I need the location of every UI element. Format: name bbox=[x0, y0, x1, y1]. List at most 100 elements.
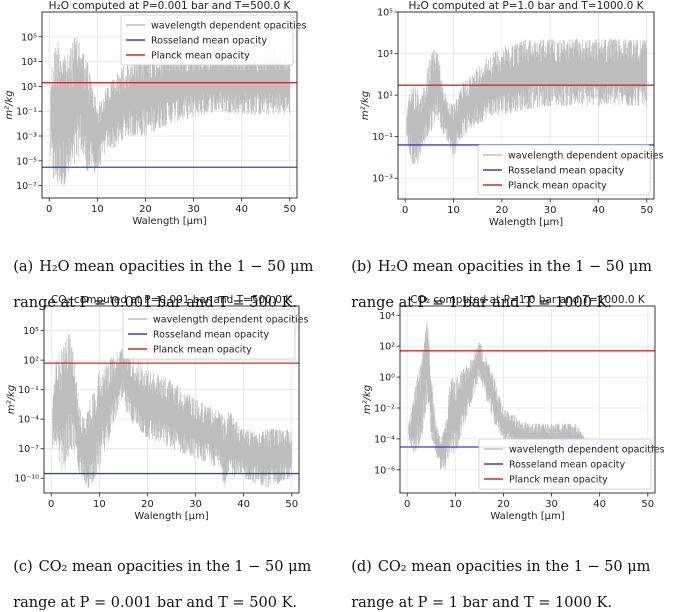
y-tick-label-5: 10⁻⁵ bbox=[16, 156, 37, 167]
x-tick-label-4: 40 bbox=[235, 204, 248, 215]
legend-label-planck-2: Planck mean opacity bbox=[153, 345, 252, 356]
y-tick-label-1: 10² bbox=[23, 356, 39, 367]
y-tick-label-4: 10⁻⁷ bbox=[18, 444, 39, 455]
legend-label-planck-3: Planck mean opacity bbox=[509, 475, 608, 486]
chart-panel-0: 0 10 20 30 40 50 10⁵ 10³ 10¹ 10⁻¹ 10⁻³ 10⁻⁵ 10⁻⁷ H₂O … bbox=[4, 0, 307, 227]
y-tick-label-2: 10⁰ bbox=[379, 373, 395, 384]
y-tick-label-2: 10¹ bbox=[377, 91, 393, 102]
y-tick-label-1: 10³ bbox=[377, 49, 393, 60]
x-tick-label-1: 10 bbox=[449, 499, 462, 510]
legend-label-wavelength-1: wavelength dependent opacities bbox=[508, 151, 664, 162]
y-tick-label-5: 10⁻¹⁰ bbox=[14, 474, 39, 485]
legend-label-rosseland-2: Rosseland mean opacity bbox=[153, 330, 269, 341]
legend-label-wavelength-0: wavelength dependent opacities bbox=[151, 21, 307, 32]
y-axis-label-1: m²/kg bbox=[360, 91, 371, 120]
legend-label-wavelength-3: wavelength dependent opacities bbox=[509, 445, 665, 456]
legend-label-rosseland-0: Rosseland mean opacity bbox=[151, 36, 267, 47]
legend-2: wavelength dependent opacities Rosseland … bbox=[122, 308, 309, 360]
figure-canvas: 0 10 20 30 40 50 10⁵ 10³ 10¹ 10⁻¹ 10⁻³ 10⁻⁵ 10⁻⁷ H₂O … bbox=[4, 0, 665, 522]
x-tick-label-3: 30 bbox=[187, 204, 200, 215]
x-axis-label-3: Walength [μm] bbox=[490, 511, 564, 522]
x-tick-label-3: 30 bbox=[544, 205, 557, 216]
series-wavelength-2 bbox=[52, 334, 293, 488]
y-axis-label-2: m²/kg bbox=[6, 385, 17, 414]
x-tick-label-5: 50 bbox=[283, 204, 296, 215]
x-tick-label-0: 0 bbox=[46, 204, 52, 215]
y-axis-label-3: m²/kg bbox=[362, 385, 373, 414]
caption-c: (c) CO₂ mean opacities in the 1 − 50 μm r… bbox=[4, 540, 311, 612]
y-tick-label-1: 10³ bbox=[21, 57, 37, 68]
chart-panel-1: 0 10 20 30 40 50 10⁵ 10³ 10¹ 10⁻¹ 10⁻³ H₂O computed… bbox=[360, 0, 664, 228]
legend-3: wavelength dependent opacities Rosseland … bbox=[478, 438, 665, 490]
x-tick-label-5: 50 bbox=[640, 205, 653, 216]
y-tick-label-5: 10⁻⁶ bbox=[374, 465, 395, 476]
caption-d-line1: CO₂ mean opacities in the 1 − 50 μm bbox=[377, 559, 651, 575]
y-tick-label-6: 10⁻⁷ bbox=[16, 181, 37, 192]
y-tick-label-0: 10⁵ bbox=[23, 326, 39, 337]
caption-b-line2: range at P = 1 bar and T = 1000 K. bbox=[351, 295, 612, 311]
x-tick-label-0: 0 bbox=[48, 499, 54, 510]
y-tick-label-4: 10⁻⁴ bbox=[374, 434, 395, 445]
legend-label-wavelength-2: wavelength dependent opacities bbox=[153, 315, 309, 326]
y-tick-label-0: 10⁵ bbox=[377, 8, 393, 19]
caption-a: (a) H₂O mean opacities in the 1 − 50 μm r… bbox=[4, 240, 313, 312]
caption-a-line2: range at P = 0.001 bar and T = 500 K. bbox=[13, 295, 298, 311]
x-tick-label-3: 30 bbox=[545, 499, 558, 510]
x-axis-label-1: Walength [μm] bbox=[489, 217, 563, 228]
caption-c-line2: range at P = 0.001 bar and T = 500 K. bbox=[13, 595, 298, 611]
x-tick-label-0: 0 bbox=[404, 499, 410, 510]
x-tick-label-2: 20 bbox=[497, 499, 510, 510]
x-tick-label-4: 40 bbox=[237, 499, 250, 510]
caption-b: (b) H₂O mean opacities in the 1 − 50 μm r… bbox=[342, 240, 652, 312]
x-tick-label-3: 30 bbox=[189, 499, 202, 510]
plot-frame-1 bbox=[397, 11, 655, 200]
y-tick-label-4: 10⁻³ bbox=[372, 174, 393, 185]
y-tick-label-2: 10⁻¹ bbox=[18, 385, 39, 396]
caption-d: (d) CO₂ mean opacities in the 1 − 50 μm r… bbox=[342, 540, 650, 612]
plot-frame-2 bbox=[43, 305, 300, 494]
caption-d-label: (d) bbox=[351, 559, 372, 575]
x-tick-label-1: 10 bbox=[91, 204, 104, 215]
chart-panel-2: 0 10 20 30 40 50 10⁵ 10² 10⁻¹ 10⁻⁴ 10⁻⁷ 10⁻¹⁰ CO₂ co… bbox=[6, 294, 309, 522]
chart-title-2: CO₂ computed at P=0.001 bar and T=500.0 … bbox=[51, 294, 293, 306]
x-tick-label-4: 40 bbox=[592, 205, 605, 216]
x-tick-label-5: 50 bbox=[285, 499, 298, 510]
x-tick-label-4: 40 bbox=[593, 499, 606, 510]
x-tick-label-2: 20 bbox=[141, 499, 154, 510]
x-tick-label-1: 10 bbox=[447, 205, 460, 216]
legend-label-rosseland-1: Rosseland mean opacity bbox=[508, 166, 624, 177]
chart-title-3: CO₂ computed at P=1.0 bar and T=1000.0 K bbox=[410, 294, 646, 306]
legend-box-0 bbox=[120, 14, 294, 66]
x-tick-label-1: 10 bbox=[93, 499, 106, 510]
legend-box-3 bbox=[478, 438, 652, 490]
caption-a-line1: H₂O mean opacities in the 1 − 50 μm bbox=[39, 259, 314, 275]
plot-frame-0 bbox=[41, 11, 298, 199]
series-wavelength-1 bbox=[406, 39, 648, 165]
caption-c-line1: CO₂ mean opacities in the 1 − 50 μm bbox=[38, 559, 312, 575]
y-tick-label-1: 10² bbox=[379, 342, 395, 353]
y-tick-label-3: 10⁻¹ bbox=[372, 132, 393, 143]
caption-b-label: (b) bbox=[351, 259, 372, 275]
chart-title-1: H₂O computed at P=1.0 bar and T=1000.0 K bbox=[408, 0, 644, 12]
legend-box-2 bbox=[122, 308, 296, 360]
y-tick-label-3: 10⁻⁴ bbox=[18, 415, 39, 426]
legend-1: wavelength dependent opacities Rosseland … bbox=[477, 144, 664, 196]
caption-d-line2: range at P = 1 bar and T = 1000 K. bbox=[351, 595, 612, 611]
legend-label-planck-1: Planck mean opacity bbox=[508, 181, 607, 192]
x-axis-label-0: Walength [μm] bbox=[132, 216, 206, 227]
legend-label-planck-0: Planck mean opacity bbox=[151, 51, 250, 62]
y-tick-label-0: 10⁴ bbox=[379, 311, 395, 322]
legend-0: wavelength dependent opacities Rosseland … bbox=[120, 14, 307, 66]
y-tick-label-3: 10⁻² bbox=[374, 404, 395, 415]
caption-b-line1: H₂O mean opacities in the 1 − 50 μm bbox=[377, 259, 652, 275]
y-tick-label-0: 10⁵ bbox=[21, 32, 37, 43]
x-tick-label-2: 20 bbox=[495, 205, 508, 216]
caption-a-label: (a) bbox=[13, 259, 34, 275]
plot-frame-3 bbox=[399, 305, 656, 494]
y-tick-label-2: 10¹ bbox=[21, 82, 37, 93]
legend-box-1 bbox=[477, 144, 651, 196]
x-tick-label-2: 20 bbox=[139, 204, 152, 215]
x-tick-label-0: 0 bbox=[402, 205, 408, 216]
legend-label-rosseland-3: Rosseland mean opacity bbox=[509, 460, 625, 471]
y-tick-label-4: 10⁻³ bbox=[16, 132, 37, 143]
